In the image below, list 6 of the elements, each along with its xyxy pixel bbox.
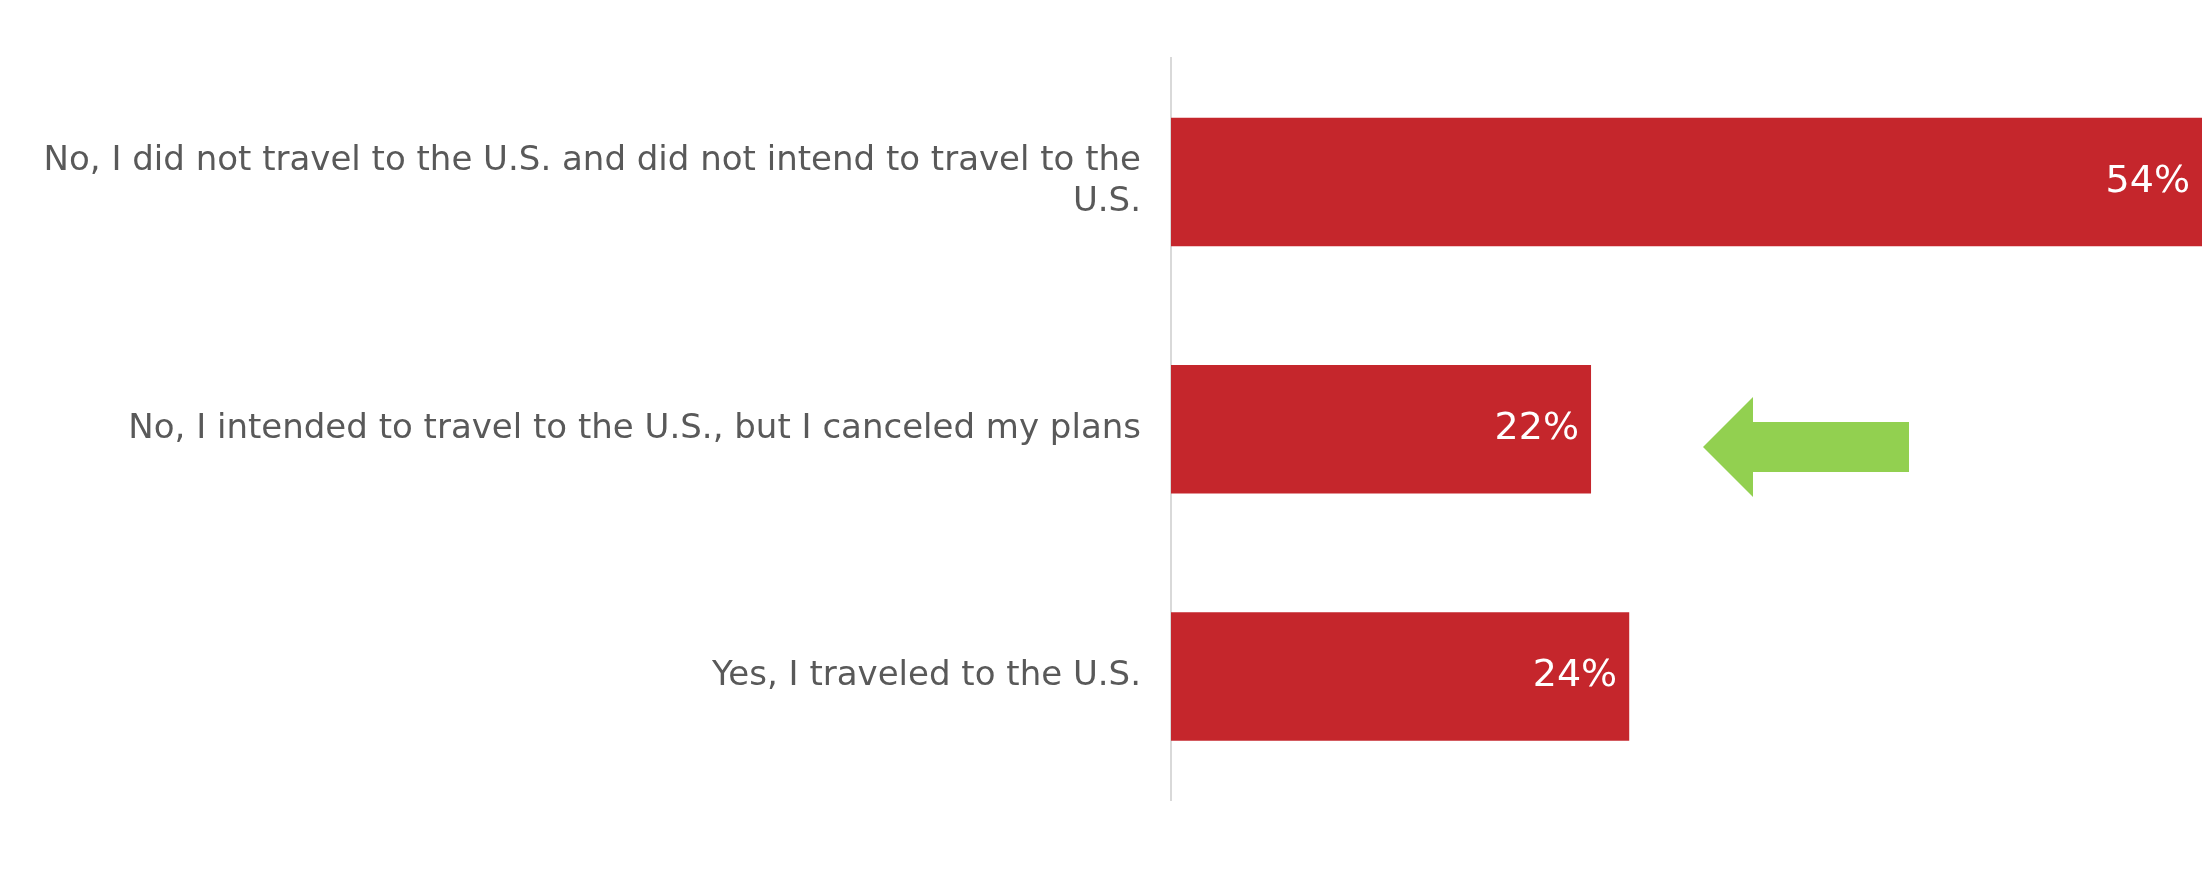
data-label: 54%	[2105, 156, 2190, 201]
y-tick-label: Yes, I traveled to the U.S.	[711, 653, 1141, 694]
y-tick-label: No, I intended to travel to the U.S., but I canceled my plans	[128, 406, 1141, 447]
data-label: 24%	[1532, 651, 1618, 696]
data-label: 22%	[1494, 404, 1580, 449]
y-tick-label: No, I did not travel to the U.S. and did not intend to travel to the U.S.	[43, 138, 1141, 220]
